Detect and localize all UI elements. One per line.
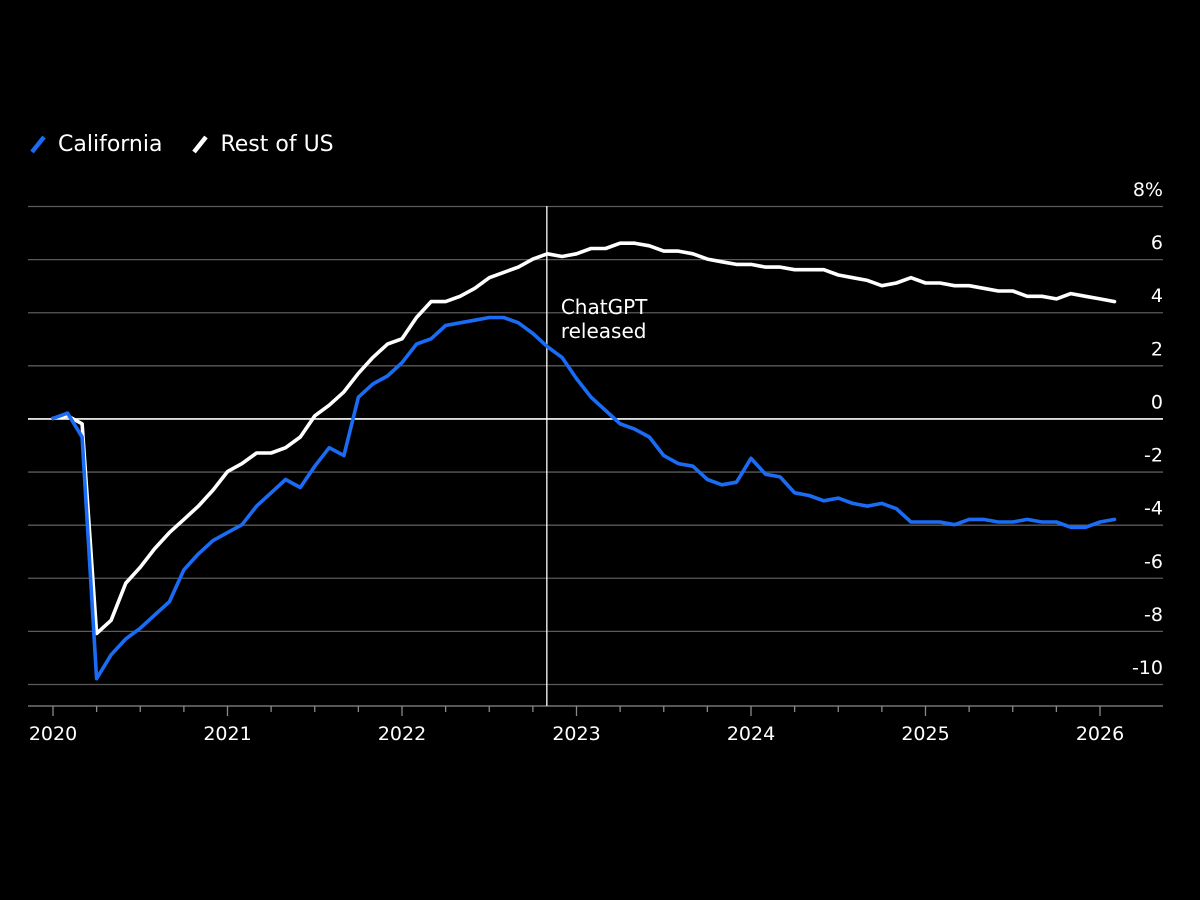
y-tick-label: 6 [1151, 232, 1163, 254]
x-tick-label: 2024 [727, 723, 775, 745]
legend-item-california: California [28, 128, 162, 160]
x-tick-label: 2026 [1076, 723, 1124, 745]
y-tick-label: -4 [1144, 498, 1163, 520]
series-line-rest-of-us [51, 241, 1117, 636]
series-line-california [51, 315, 1117, 681]
legend-label-rest-of-us: Rest of US [220, 131, 334, 157]
y-tick-label: 4 [1151, 285, 1163, 307]
y-tick-label: -10 [1132, 657, 1163, 679]
y-tick-label: 2 [1151, 338, 1163, 360]
legend-label-california: California [58, 131, 163, 157]
x-tick-label: 2022 [378, 723, 426, 745]
y-tick-label: 0 [1151, 391, 1163, 413]
annotation-text-line: ChatGPT [561, 295, 648, 319]
annotation-text: ChatGPT released [561, 295, 648, 343]
legend-swatch-rest-of-us [192, 135, 209, 154]
y-tick-label: -2 [1144, 445, 1163, 467]
legend-swatch-california [30, 135, 46, 154]
legend: California Rest of US [28, 128, 362, 160]
legend-item-rest-of-us: Rest of US [190, 128, 334, 160]
x-tick-label: 2025 [901, 723, 949, 745]
x-tick-label: 2021 [203, 723, 251, 745]
x-tick-label: 2023 [552, 723, 600, 745]
y-tick-label: 8% [1133, 179, 1163, 201]
x-tick-label: 2020 [29, 723, 77, 745]
y-tick-label: -6 [1144, 551, 1163, 573]
annotation-text-line: released [561, 319, 647, 343]
y-tick-label: -8 [1144, 604, 1163, 626]
